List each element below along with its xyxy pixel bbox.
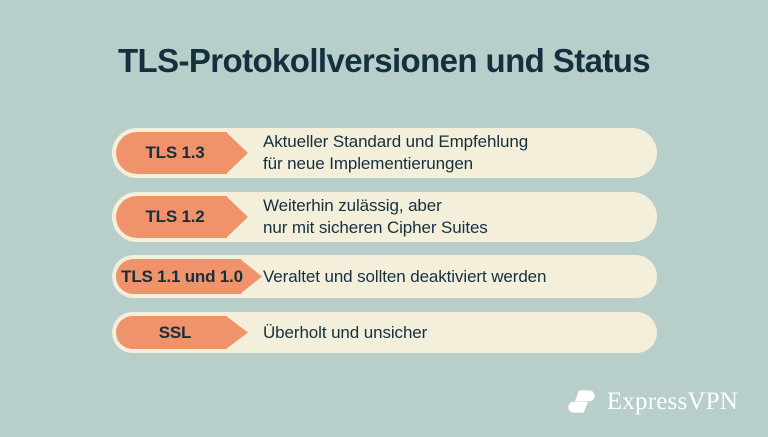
row-description: Veraltet und sollten deaktiviert werden <box>263 255 641 298</box>
tag-label: TLS 1.3 <box>145 143 205 162</box>
row-ssl: SSL Überholt und unsicher <box>112 312 657 353</box>
description-line: Überholt und unsicher <box>263 322 428 342</box>
description-line: Veraltet und sollten deaktiviert werden <box>263 266 547 286</box>
tag-shape <box>116 259 241 294</box>
tag-label: TLS 1.2 <box>145 207 205 226</box>
expressvpn-logo-icon <box>568 390 595 413</box>
tag-label: TLS 1.1 und 1.0 <box>121 266 243 286</box>
page-title: TLS-Protokollversionen und Status <box>117 42 651 79</box>
arrow-right-icon <box>226 132 248 174</box>
tag-ssl: SSL <box>116 316 248 349</box>
row-tls-1-2: TLS 1.2 Weiterhin zulässig, aber nur mit… <box>112 192 657 242</box>
row-description: Weiterhin zulässig, aber nur mit sichere… <box>263 192 641 242</box>
brand-lockup: ExpressVPN <box>566 386 738 417</box>
tag-label: SSL <box>158 322 192 342</box>
tag-shape <box>116 316 227 349</box>
tag-tls-1-1-und-1-0: TLS 1.1 und 1.0 <box>116 259 262 294</box>
row-tls-1-1-und-1-0: TLS 1.1 und 1.0 Veraltet und sollten dea… <box>112 255 657 298</box>
description-line: Weiterhin zulässig, aber <box>263 196 442 215</box>
row-description: Aktueller Standard und Empfehlung für ne… <box>263 128 641 178</box>
tag-shape <box>116 132 227 174</box>
description-line: nur mit sicheren Cipher Suites <box>263 218 488 237</box>
description-line: für neue Implementierungen <box>263 154 474 173</box>
tag-shape <box>116 196 227 238</box>
arrow-right-icon <box>226 316 248 349</box>
row-description: Überholt und unsicher <box>263 312 641 353</box>
brand-wordmark: ExpressVPN <box>606 387 738 415</box>
tag-tls-1-2: TLS 1.2 <box>116 196 248 238</box>
arrow-right-icon <box>226 196 248 238</box>
row-tls-1-3: TLS 1.3 Aktueller Standard und Empfehlun… <box>112 128 657 178</box>
tag-tls-1-3: TLS 1.3 <box>116 132 248 174</box>
description-line: Aktueller Standard und Empfehlung <box>263 132 529 151</box>
